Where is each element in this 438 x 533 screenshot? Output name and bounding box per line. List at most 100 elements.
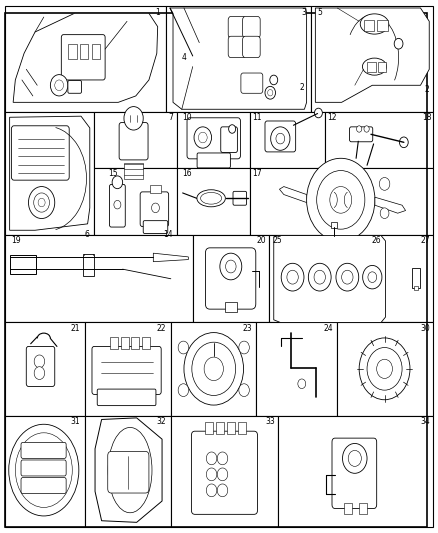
Circle shape xyxy=(194,127,212,148)
Text: 27: 27 xyxy=(420,236,430,245)
Circle shape xyxy=(298,379,306,389)
Circle shape xyxy=(220,253,242,280)
Text: 19: 19 xyxy=(11,236,21,245)
Circle shape xyxy=(268,90,273,96)
Circle shape xyxy=(206,452,217,465)
Bar xyxy=(83,254,94,276)
FancyBboxPatch shape xyxy=(21,478,66,494)
Bar xyxy=(85,416,171,527)
Bar xyxy=(5,112,94,235)
FancyBboxPatch shape xyxy=(332,438,377,508)
Bar xyxy=(94,168,177,235)
Bar xyxy=(5,6,166,112)
Bar xyxy=(414,286,418,290)
Bar xyxy=(216,422,224,434)
Text: 3: 3 xyxy=(302,8,307,17)
Circle shape xyxy=(399,137,408,148)
Text: 26: 26 xyxy=(371,236,381,245)
Circle shape xyxy=(330,187,352,213)
FancyBboxPatch shape xyxy=(197,153,230,168)
Polygon shape xyxy=(95,418,162,522)
Text: 21: 21 xyxy=(71,324,80,333)
FancyBboxPatch shape xyxy=(228,17,246,38)
Circle shape xyxy=(336,263,359,291)
Bar xyxy=(193,235,269,322)
Polygon shape xyxy=(153,253,188,262)
Polygon shape xyxy=(315,8,429,102)
Ellipse shape xyxy=(108,427,152,513)
Circle shape xyxy=(192,342,236,395)
Bar xyxy=(150,185,161,193)
Text: 16: 16 xyxy=(182,169,191,178)
FancyBboxPatch shape xyxy=(233,191,247,205)
Circle shape xyxy=(394,38,403,49)
Bar xyxy=(378,62,386,72)
Text: 11: 11 xyxy=(252,113,261,122)
Circle shape xyxy=(265,86,276,99)
Text: 22: 22 xyxy=(157,324,166,333)
Circle shape xyxy=(206,484,217,497)
FancyBboxPatch shape xyxy=(68,80,81,93)
Text: 14: 14 xyxy=(163,230,173,239)
Bar xyxy=(364,20,374,31)
Circle shape xyxy=(34,193,49,212)
FancyBboxPatch shape xyxy=(108,451,149,493)
FancyBboxPatch shape xyxy=(228,36,246,58)
Circle shape xyxy=(357,126,362,132)
Circle shape xyxy=(276,133,285,144)
Bar xyxy=(250,112,325,168)
Bar xyxy=(377,20,388,31)
FancyBboxPatch shape xyxy=(21,460,66,476)
Text: 24: 24 xyxy=(323,324,333,333)
Bar xyxy=(177,112,250,168)
Circle shape xyxy=(270,75,278,85)
FancyBboxPatch shape xyxy=(119,123,148,160)
FancyBboxPatch shape xyxy=(140,192,169,227)
Bar xyxy=(331,222,337,228)
Circle shape xyxy=(178,384,189,397)
Circle shape xyxy=(217,452,228,465)
Bar xyxy=(238,422,246,434)
Bar xyxy=(110,337,118,349)
Bar xyxy=(171,416,278,527)
Circle shape xyxy=(342,270,353,284)
Bar xyxy=(166,6,311,112)
Bar xyxy=(131,337,139,349)
Text: 30: 30 xyxy=(420,324,430,333)
Bar xyxy=(256,322,337,416)
FancyBboxPatch shape xyxy=(97,389,156,406)
Circle shape xyxy=(377,359,392,378)
Circle shape xyxy=(34,367,45,379)
Circle shape xyxy=(379,177,390,190)
Circle shape xyxy=(178,341,189,354)
Polygon shape xyxy=(279,187,307,203)
Text: 18: 18 xyxy=(422,113,431,122)
Circle shape xyxy=(226,260,236,273)
Text: 23: 23 xyxy=(242,324,252,333)
Circle shape xyxy=(307,158,375,241)
Bar xyxy=(311,6,433,112)
FancyBboxPatch shape xyxy=(11,126,69,180)
Text: 25: 25 xyxy=(272,236,282,245)
Bar xyxy=(337,322,433,416)
Circle shape xyxy=(217,484,228,497)
Circle shape xyxy=(112,176,123,189)
Bar xyxy=(121,337,129,349)
Bar xyxy=(68,44,77,59)
Bar xyxy=(359,503,367,514)
Bar xyxy=(269,235,433,322)
Bar xyxy=(325,112,433,168)
Ellipse shape xyxy=(9,424,79,516)
Bar xyxy=(367,62,376,72)
Bar xyxy=(92,44,100,59)
Text: 5: 5 xyxy=(318,8,322,17)
Text: 4: 4 xyxy=(182,53,187,62)
Text: 15: 15 xyxy=(109,169,118,178)
Circle shape xyxy=(239,341,249,354)
Bar xyxy=(227,422,235,434)
Bar xyxy=(80,44,88,59)
Text: 6: 6 xyxy=(85,230,90,239)
Bar xyxy=(94,112,177,168)
Text: 17: 17 xyxy=(252,169,262,178)
Circle shape xyxy=(359,338,410,400)
